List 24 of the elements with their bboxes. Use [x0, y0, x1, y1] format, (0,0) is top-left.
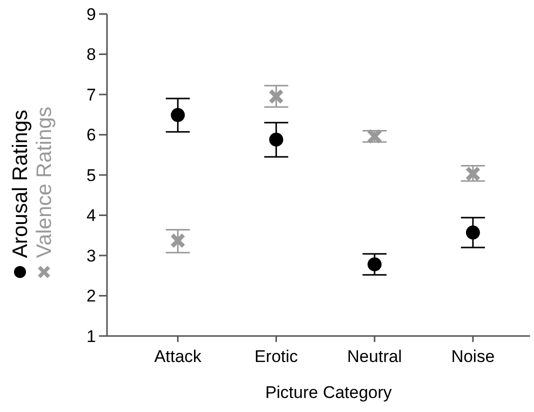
point	[269, 132, 284, 147]
y-tick-label: 4	[86, 206, 96, 226]
x-tick-label: Noise	[451, 347, 495, 366]
point	[466, 226, 480, 240]
point	[465, 166, 481, 182]
y-tick-label: 2	[86, 286, 96, 306]
x-tick-label: Attack	[154, 347, 202, 366]
x-tick-label: Erotic	[254, 347, 298, 366]
text: Valence Ratings	[33, 106, 56, 258]
y-tick-label: 8	[86, 45, 96, 64]
y-tick-label: 7	[86, 85, 96, 104]
point	[170, 232, 186, 248]
point	[368, 257, 382, 272]
point	[268, 88, 284, 104]
y-tick-label: 6	[86, 126, 96, 145]
x-axis-title: Picture Category	[265, 383, 392, 402]
text: Arousal Ratings	[9, 110, 32, 258]
y-tick-label: 5	[86, 166, 96, 185]
y-tick-label: 3	[86, 246, 96, 266]
point	[366, 128, 382, 144]
point	[170, 108, 185, 122]
y-tick-label: 9	[86, 4, 96, 24]
y-tick-label: 1	[86, 326, 96, 346]
x-tick-label: Neutral	[347, 347, 402, 366]
